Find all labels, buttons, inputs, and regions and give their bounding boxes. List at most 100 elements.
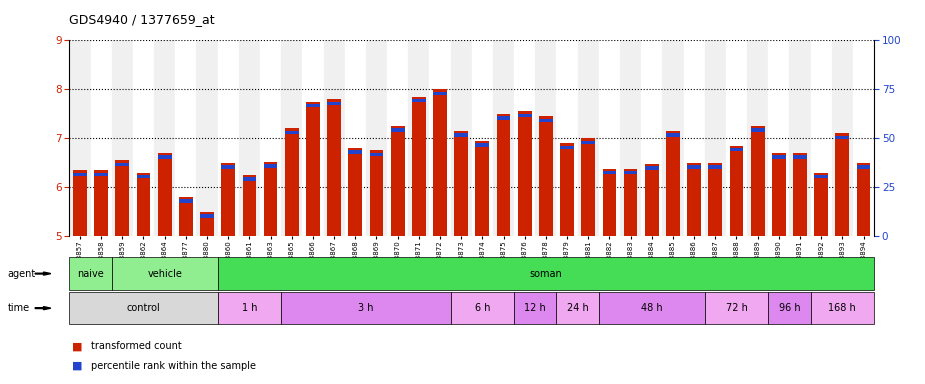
Bar bbox=[412, 97, 426, 236]
Text: 72 h: 72 h bbox=[725, 303, 747, 313]
Bar bbox=[285, 131, 299, 134]
Bar bbox=[73, 172, 87, 176]
Bar bbox=[814, 172, 828, 236]
Bar bbox=[857, 163, 870, 236]
Bar bbox=[687, 165, 701, 169]
Bar bbox=[832, 40, 853, 236]
Bar bbox=[789, 40, 810, 236]
Bar bbox=[116, 160, 130, 236]
Text: control: control bbox=[127, 303, 160, 313]
Bar bbox=[747, 40, 769, 236]
Bar bbox=[116, 163, 130, 166]
Text: soman: soman bbox=[529, 268, 562, 279]
Bar bbox=[91, 40, 112, 236]
Bar bbox=[602, 171, 616, 174]
Bar bbox=[645, 164, 659, 236]
Bar bbox=[577, 40, 598, 236]
Bar bbox=[137, 175, 151, 179]
Bar bbox=[518, 111, 532, 236]
Bar bbox=[602, 169, 616, 236]
Bar bbox=[666, 133, 680, 137]
Bar bbox=[158, 153, 171, 236]
Bar bbox=[433, 89, 447, 236]
Text: naive: naive bbox=[77, 268, 104, 279]
Bar bbox=[179, 199, 192, 203]
Bar bbox=[390, 128, 404, 132]
Bar bbox=[306, 104, 320, 108]
Bar bbox=[641, 40, 662, 236]
Bar bbox=[345, 40, 366, 236]
Bar bbox=[472, 40, 493, 236]
Bar bbox=[260, 40, 281, 236]
Bar bbox=[73, 170, 87, 236]
Bar bbox=[810, 40, 832, 236]
Bar bbox=[623, 169, 637, 236]
Bar bbox=[536, 40, 557, 236]
Bar bbox=[857, 165, 870, 169]
Bar bbox=[751, 126, 765, 236]
Text: percentile rank within the sample: percentile rank within the sample bbox=[91, 361, 255, 371]
Bar bbox=[620, 40, 641, 236]
Bar bbox=[133, 40, 154, 236]
Bar bbox=[814, 175, 828, 179]
Bar bbox=[561, 143, 574, 236]
Text: 1 h: 1 h bbox=[241, 303, 257, 313]
Bar bbox=[370, 153, 383, 156]
Bar bbox=[112, 40, 133, 236]
Bar bbox=[730, 146, 744, 236]
Bar bbox=[69, 40, 91, 236]
Bar bbox=[412, 99, 426, 103]
Bar bbox=[429, 40, 450, 236]
Bar bbox=[327, 101, 341, 105]
Bar bbox=[281, 40, 302, 236]
Bar bbox=[390, 126, 404, 236]
Bar bbox=[514, 40, 536, 236]
Bar bbox=[497, 116, 511, 120]
Bar bbox=[433, 92, 447, 95]
Bar bbox=[242, 175, 256, 236]
Bar bbox=[793, 156, 807, 159]
Bar bbox=[623, 171, 637, 174]
Text: 6 h: 6 h bbox=[475, 303, 490, 313]
Bar bbox=[751, 128, 765, 132]
Bar bbox=[221, 163, 235, 236]
Bar bbox=[684, 40, 705, 236]
Bar bbox=[454, 133, 468, 137]
Bar bbox=[179, 197, 192, 236]
Bar bbox=[772, 153, 785, 236]
Bar bbox=[200, 214, 214, 218]
Bar bbox=[598, 40, 620, 236]
Text: agent: agent bbox=[7, 268, 36, 279]
Bar bbox=[196, 40, 217, 236]
Bar bbox=[853, 40, 874, 236]
Bar bbox=[709, 165, 722, 169]
Bar bbox=[709, 163, 722, 236]
Text: 3 h: 3 h bbox=[358, 303, 374, 313]
Bar bbox=[239, 40, 260, 236]
Bar bbox=[835, 136, 849, 139]
Text: vehicle: vehicle bbox=[147, 268, 182, 279]
Bar bbox=[835, 133, 849, 236]
Bar bbox=[302, 40, 324, 236]
Bar bbox=[306, 101, 320, 236]
Bar bbox=[264, 164, 278, 168]
Bar bbox=[324, 40, 345, 236]
Bar bbox=[769, 40, 789, 236]
Bar bbox=[175, 40, 196, 236]
Bar bbox=[493, 40, 514, 236]
Bar bbox=[705, 40, 726, 236]
Bar bbox=[454, 131, 468, 236]
Bar bbox=[687, 163, 701, 236]
Bar bbox=[387, 40, 408, 236]
Bar bbox=[772, 156, 785, 159]
Bar bbox=[666, 131, 680, 236]
Text: 96 h: 96 h bbox=[779, 303, 800, 313]
Bar bbox=[645, 166, 659, 170]
Bar bbox=[94, 172, 108, 176]
Bar bbox=[518, 114, 532, 117]
Bar bbox=[366, 40, 387, 236]
Bar bbox=[662, 40, 684, 236]
Bar bbox=[475, 143, 489, 147]
Bar bbox=[327, 99, 341, 236]
Bar bbox=[539, 119, 553, 122]
